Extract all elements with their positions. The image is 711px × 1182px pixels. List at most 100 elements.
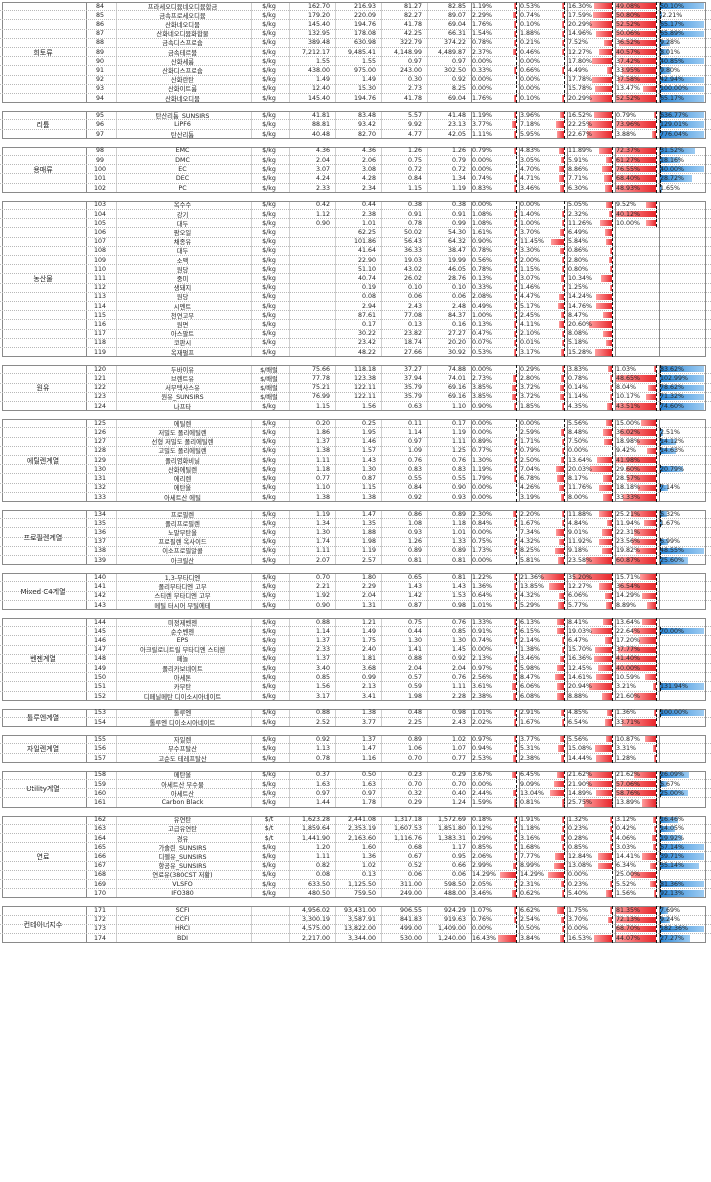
change-value: 1.40% [520, 210, 541, 218]
zero-axis [660, 510, 661, 519]
change-cell: 1.76% [470, 94, 518, 104]
zero-axis [656, 365, 657, 374]
change-cell: 15.28% [566, 348, 614, 358]
change-bar [592, 12, 612, 19]
change-value: 40.00% [616, 664, 641, 672]
low-price: 1.98 [407, 692, 422, 700]
change-bar [660, 184, 662, 192]
high-price: 48.22 [357, 349, 376, 357]
change-bar [560, 247, 564, 254]
item-name: 디페닐메탄 디이소시아네이트 [143, 693, 222, 701]
change-bar [555, 853, 564, 860]
column-divider [335, 420, 336, 501]
change-bar [562, 67, 564, 74]
zero-axis [516, 789, 517, 798]
zero-axis [656, 834, 657, 843]
change-value: 1.71% [520, 438, 541, 446]
change-cell: 0.29% [470, 834, 518, 843]
change-cell: 81.35% [614, 906, 658, 915]
change-value: 18.18% [616, 484, 641, 492]
item-name: 채종유 [173, 239, 192, 246]
change-bar [511, 393, 516, 400]
change-cell [658, 754, 706, 763]
row-number: 137 [93, 538, 107, 546]
table-row: 95 탄산리튬_SUNSIRS $/kg 41.81 83.48 5.57 41.48 1.1… [0, 111, 711, 121]
change-value: 48.55% [660, 547, 685, 555]
change-bar [660, 438, 676, 445]
unit [250, 906, 288, 914]
low-price: 1.41 [407, 646, 422, 654]
change-cell: 9.18% [566, 546, 614, 555]
change-cell: 7.50% [566, 437, 614, 446]
zero-axis [516, 519, 517, 528]
change-cell: 11.76% [566, 483, 614, 492]
change-value: 2.80% [568, 256, 589, 264]
change-value: 26.09% [660, 771, 685, 779]
high-price: 2.94 [361, 302, 376, 310]
change-cell: 1.28% [614, 753, 658, 763]
change-value: 0.33% [472, 66, 493, 74]
change-value: 0.78% [568, 374, 589, 382]
zero-axis [516, 246, 517, 255]
current-price: 1.38 [315, 493, 330, 501]
change-bar [631, 871, 656, 878]
change-cell: 83.62% [658, 365, 706, 374]
column-divider [471, 420, 472, 501]
current-price: 0.78 [315, 754, 330, 762]
item-name: 탄산리튬_SUNSIRS [155, 112, 210, 120]
low-price: 0.10 [407, 284, 422, 292]
change-cell: 8.00% [566, 492, 614, 502]
column-divider [86, 771, 87, 807]
change-cell: 0.00% [566, 924, 614, 933]
change-value: 37.58% [616, 76, 641, 84]
change-value: 0.00% [520, 57, 541, 65]
change-value: 6.13% [520, 618, 541, 626]
zero-axis [660, 48, 661, 57]
change-value: 3.17% [520, 349, 541, 357]
low-price: 841.83 [399, 916, 422, 924]
change-cell [658, 284, 706, 292]
column-divider [86, 736, 87, 762]
change-value: 7.34% [520, 528, 541, 536]
zero-axis [564, 582, 565, 591]
column-divider [116, 816, 117, 898]
change-bar [616, 49, 656, 56]
change-bar [514, 67, 516, 74]
change-bar [512, 862, 516, 869]
change-value: 81.35% [616, 906, 641, 914]
row-number: 153 [93, 709, 107, 717]
change-value: 1.15% [520, 265, 541, 273]
change-bar [606, 339, 612, 346]
column-divider [381, 771, 382, 807]
low-price: 1.15 [407, 184, 422, 192]
item-name: 아세톤 [173, 674, 192, 682]
change-bar [562, 12, 564, 19]
change-value: 5.40% [568, 890, 589, 898]
low-price: 0.32 [407, 789, 422, 797]
zero-axis [660, 392, 661, 401]
change-value: 6.78% [520, 474, 541, 482]
change-cell: 9.24% [658, 915, 706, 924]
change-bar [598, 665, 612, 672]
change-bar [616, 211, 656, 218]
unit: $/kg [262, 843, 276, 851]
change-bar [603, 330, 612, 337]
column-divider [116, 709, 117, 727]
change-value: 52.52% [616, 95, 641, 103]
current-price: 0.85 [315, 673, 330, 681]
current-price: 3.17 [315, 692, 330, 700]
current-price: 88.81 [311, 120, 330, 128]
zero-axis [516, 924, 517, 933]
change-bar [562, 799, 564, 807]
row-number: 160 [93, 789, 107, 797]
zero-axis [564, 780, 565, 789]
zero-axis [656, 111, 657, 120]
change-value: 4.32% [520, 592, 541, 600]
change-cell: 4.32% [518, 591, 566, 600]
zero-axis [656, 753, 657, 763]
unit: $/배럴 [260, 375, 278, 383]
change-cell: 100.00% [658, 84, 706, 93]
zero-axis [564, 283, 565, 292]
change-cell: 41.40% [614, 654, 658, 663]
column-divider [471, 112, 472, 138]
